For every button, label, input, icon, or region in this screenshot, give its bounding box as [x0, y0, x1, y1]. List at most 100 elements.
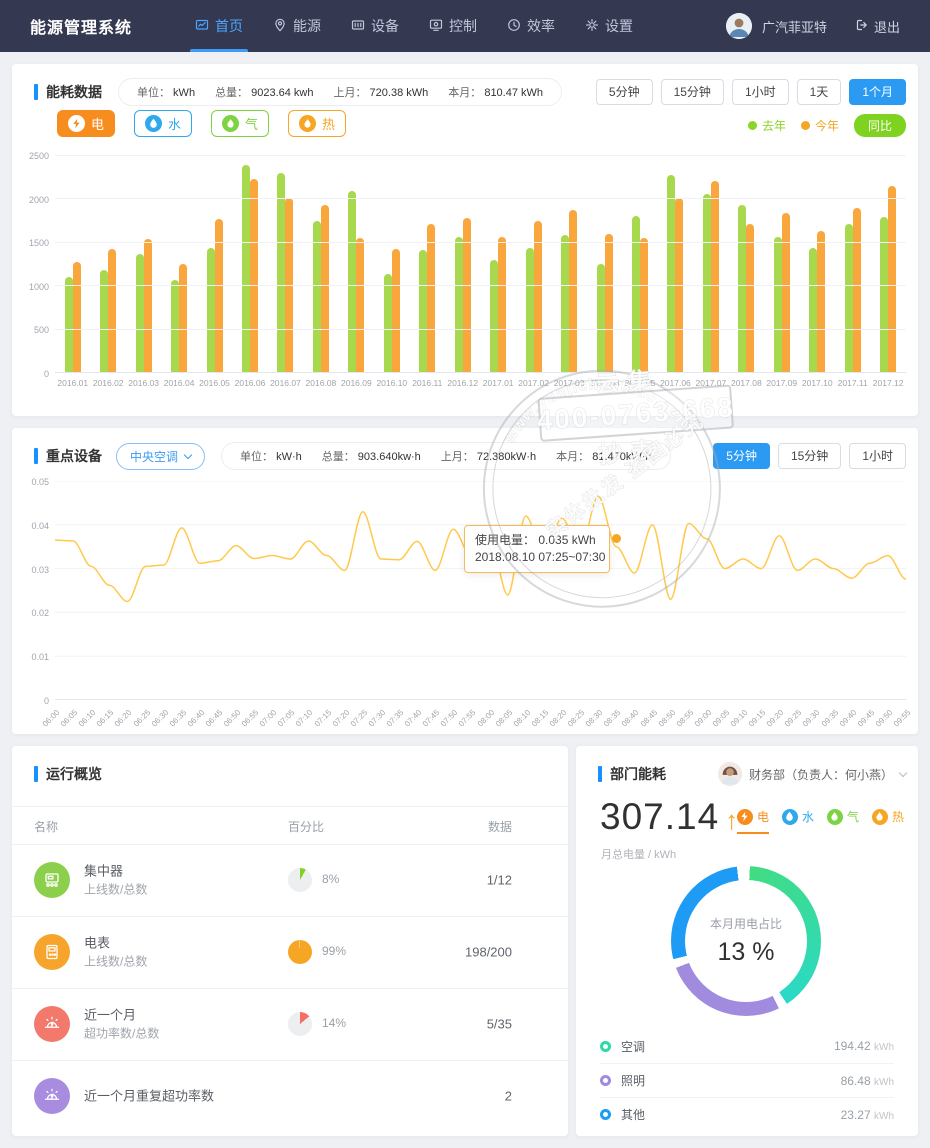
bar-group [729, 155, 764, 372]
bar-今年 [356, 238, 365, 372]
department-name: 财务部（负责人：何小燕） [748, 767, 893, 782]
compare-button[interactable]: 同比 [853, 114, 906, 137]
range-button-1小时[interactable]: 1小时 [849, 443, 906, 469]
energy-tab-气[interactable]: 气 [211, 110, 270, 137]
x-tick-label: 2017.09 [766, 378, 798, 388]
dept-tab-水[interactable]: 水 [781, 808, 814, 834]
legend-item-今年[interactable]: 今年 [800, 117, 839, 134]
y-tick-label: 500 [33, 325, 49, 336]
row-value: 2 [504, 1088, 512, 1104]
tooltip-value: 使用电量： 0.035 kWh [475, 533, 596, 547]
energy-tab-电[interactable]: 电 [57, 110, 116, 137]
user-name[interactable]: 广汽菲亚特 [761, 19, 827, 35]
column-percent: 百分比 [288, 820, 325, 834]
row-percent: 8% [322, 872, 340, 886]
bar-去年 [383, 273, 392, 372]
row-title: 近一个月重复超功率数 [84, 1088, 215, 1104]
device-card-header: 重点设备 中央空调 单位： kW·h 总量： 903.640kw·h 上月： 72.… [34, 442, 906, 470]
nav-item-label: 首页 [215, 18, 244, 34]
range-button-1小时[interactable]: 1小时 [731, 79, 789, 105]
bar-group [374, 155, 409, 372]
bolt-icon [68, 115, 85, 132]
device-selector-dropdown[interactable]: 中央空调 [116, 442, 206, 470]
department-selector[interactable]: 财务部（负责人：何小燕） [717, 762, 908, 786]
legend-ring [600, 1075, 611, 1086]
row-title: 集中器 [84, 863, 124, 879]
bar-去年 [809, 247, 818, 372]
logout-label: 退出 [873, 19, 900, 35]
user-avatar[interactable] [725, 13, 752, 39]
device-range-buttons: 5分钟 15分钟 1小时 [713, 443, 906, 469]
stat-label: 本月： [448, 87, 482, 99]
donut-center: 本月用电占比 13 % [685, 880, 807, 1002]
energy-tab-热[interactable]: 热 [288, 110, 347, 137]
range-button-1天[interactable]: 1天 [796, 79, 842, 105]
energy-card-title: 能耗数据 [46, 84, 102, 100]
pin-icon [273, 18, 287, 35]
trend-up-arrow: ↑ [725, 805, 740, 835]
legend-label: 去年 [761, 119, 786, 133]
range-button-5分钟[interactable]: 5分钟 [713, 443, 770, 469]
nav-item-settings[interactable]: 设置 [570, 0, 648, 52]
divider [12, 988, 568, 989]
bar-group [197, 155, 232, 372]
bar-去年 [561, 234, 570, 372]
stat-label: 上月： [333, 87, 367, 99]
energy-tab-水[interactable]: 水 [134, 110, 193, 137]
bar-去年 [880, 216, 889, 372]
legend-row-空调: 空调 194.42 kWh [600, 1029, 894, 1063]
row-value: 1/12 [486, 872, 512, 888]
table-row-2: 电表 上线数/总数 99% 198/200 [12, 916, 568, 988]
column-data: 数据 [487, 820, 512, 834]
monthly-total-value: 307.14 ↑ [600, 796, 740, 837]
nav-item-energy[interactable]: 能源 [258, 0, 336, 52]
bar-今年 [179, 263, 188, 372]
bar-今年 [249, 179, 258, 372]
dept-tab-电[interactable]: 电 [736, 808, 769, 834]
bar-chart-bars [55, 155, 906, 372]
y-tick-label: 2000 [28, 194, 49, 205]
flame-icon [871, 808, 888, 825]
bolt-icon [736, 808, 753, 825]
x-tick-label: 2017.01 [482, 378, 514, 388]
stat-label: 本月： [556, 451, 590, 463]
bar-今年 [498, 236, 507, 372]
y-tick-label: 0 [43, 369, 49, 379]
nav-item-home[interactable]: 首页 [180, 0, 258, 52]
dept-tab-label: 水 [801, 810, 814, 824]
nav-item-label: 能源 [293, 18, 322, 34]
nav-item-label: 设置 [605, 18, 634, 34]
range-button-1个月[interactable]: 1个月 [849, 79, 906, 105]
alarm-icon [34, 1006, 70, 1042]
energy-data-card: 能耗数据 单位： kWh 总量： 9023.64 kwh 上月： 720.38 kW… [12, 64, 918, 416]
bar-group [835, 155, 870, 372]
bar-今年 [533, 220, 542, 372]
bar-group [161, 155, 196, 372]
logout-button[interactable]: 退出 [855, 17, 900, 36]
bar-group [764, 155, 799, 372]
legend-row-照明: 照明 86.48 kWh [600, 1063, 894, 1097]
x-tick-label: 2017.08 [730, 378, 762, 388]
legend-item-去年[interactable]: 去年 [747, 117, 786, 134]
nav-item-device[interactable]: 设备 [336, 0, 414, 52]
stat-item: 总量： 9023.64 kwh [215, 84, 313, 100]
x-tick-label: 2016.08 [305, 378, 337, 388]
legend-dot [800, 121, 810, 130]
range-button-15分钟[interactable]: 15分钟 [777, 443, 842, 469]
row-subtitle: 上线数/总数 [84, 882, 148, 897]
x-tick-label: 2016.04 [163, 378, 195, 388]
gridline [55, 198, 906, 200]
range-button-15分钟[interactable]: 15分钟 [660, 79, 724, 105]
donut-center-value: 13 % [717, 938, 775, 966]
nav-item-control[interactable]: 控制 [414, 0, 492, 52]
dept-tab-气[interactable]: 气 [826, 808, 859, 834]
concentrator-icon [34, 862, 70, 898]
bar-今年 [320, 205, 329, 372]
nav-item-efficiency[interactable]: 效率 [492, 0, 570, 52]
bar-group [622, 155, 657, 372]
range-button-5分钟[interactable]: 5分钟 [595, 79, 653, 105]
stat-item: 单位： kW·h [240, 448, 302, 464]
dept-tab-热[interactable]: 热 [871, 808, 904, 834]
row-name: 电表 上线数/总数 [84, 934, 147, 971]
energy-tab-label: 热 [322, 117, 336, 132]
